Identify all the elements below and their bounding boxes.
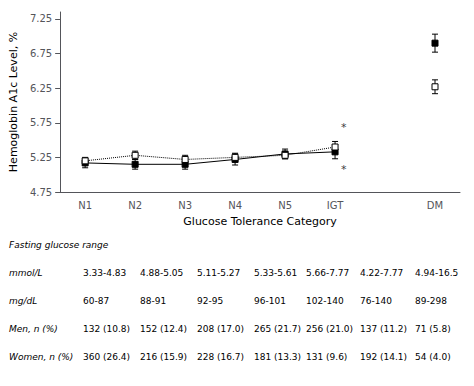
svg-text:181 (13.3): 181 (13.3) [254, 352, 301, 362]
svg-text:4.22-7.77: 4.22-7.77 [360, 268, 403, 278]
svg-text:N3: N3 [178, 200, 192, 211]
svg-text:*: * [341, 121, 347, 134]
svg-text:137 (11.2): 137 (11.2) [360, 324, 407, 334]
svg-text:76-140: 76-140 [360, 296, 392, 306]
svg-text:92-95: 92-95 [197, 296, 223, 306]
svg-text:3.33-4.83: 3.33-4.83 [83, 268, 126, 278]
svg-text:mmol/L: mmol/L [9, 268, 43, 278]
svg-text:360 (26.4): 360 (26.4) [83, 352, 130, 362]
svg-text:N4: N4 [228, 200, 242, 211]
svg-text:7.25: 7.25 [30, 13, 52, 24]
svg-text:89-298: 89-298 [415, 296, 447, 306]
svg-text:DM: DM [427, 200, 443, 211]
svg-text:4.75: 4.75 [30, 187, 52, 198]
svg-text:228 (16.7): 228 (16.7) [197, 352, 244, 362]
svg-text:Glucose Tolerance Category: Glucose Tolerance Category [183, 215, 337, 228]
svg-text:102-140: 102-140 [306, 296, 344, 306]
svg-text:N5: N5 [278, 200, 292, 211]
svg-text:4.94-16.5: 4.94-16.5 [415, 268, 458, 278]
svg-text:5.25: 5.25 [30, 152, 52, 163]
svg-text:6.75: 6.75 [30, 48, 52, 59]
svg-text:54 (4.0): 54 (4.0) [415, 352, 451, 362]
svg-text:mg/dL: mg/dL [9, 296, 37, 306]
svg-text:88-91: 88-91 [140, 296, 166, 306]
svg-text:5.66-7.77: 5.66-7.77 [306, 268, 349, 278]
svg-text:5.75: 5.75 [30, 117, 52, 128]
svg-text:208 (17.0): 208 (17.0) [197, 324, 244, 334]
svg-text:Fasting glucose range: Fasting glucose range [9, 240, 109, 250]
svg-text:4.88-5.05: 4.88-5.05 [140, 268, 183, 278]
svg-text:192 (14.1): 192 (14.1) [360, 352, 407, 362]
svg-text:265 (21.7): 265 (21.7) [254, 324, 301, 334]
svg-text:131 (9.6): 131 (9.6) [306, 352, 347, 362]
svg-text:256 (21.0): 256 (21.0) [306, 324, 353, 334]
svg-text:Women, n (%): Women, n (%) [9, 352, 73, 362]
svg-text:IGT: IGT [327, 200, 344, 211]
svg-text:5.33-5.61: 5.33-5.61 [254, 268, 297, 278]
svg-text:60-87: 60-87 [83, 296, 109, 306]
svg-text:5.11-5.27: 5.11-5.27 [197, 268, 240, 278]
svg-text:N1: N1 [78, 200, 92, 211]
svg-text:N2: N2 [128, 200, 142, 211]
svg-text:Men, n (%): Men, n (%) [9, 324, 58, 334]
svg-text:132 (10.8): 132 (10.8) [83, 324, 130, 334]
svg-text:*: * [341, 163, 347, 176]
svg-text:216 (15.9): 216 (15.9) [140, 352, 187, 362]
svg-text:6.25: 6.25 [30, 83, 52, 94]
svg-text:96-101: 96-101 [254, 296, 286, 306]
svg-text:71 (5.8): 71 (5.8) [415, 324, 451, 334]
svg-text:Hemoglobin A1c Level, %: Hemoglobin A1c Level, % [7, 32, 20, 172]
svg-text:152 (12.4): 152 (12.4) [140, 324, 187, 334]
